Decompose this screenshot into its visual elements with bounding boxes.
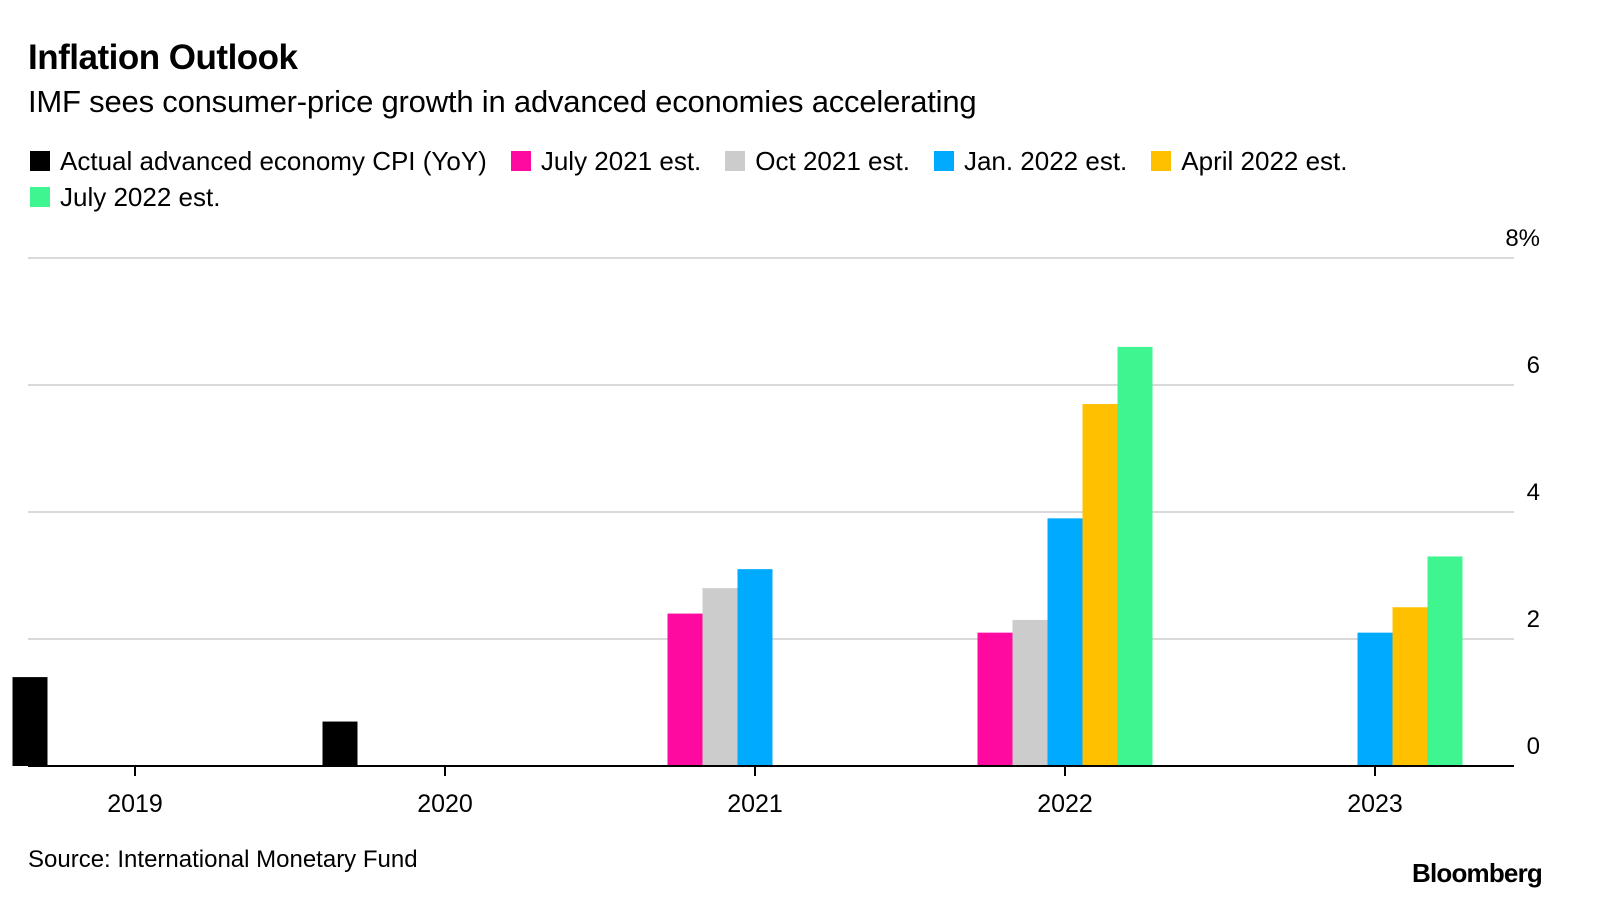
legend-label: July 2021 est.: [540, 145, 702, 176]
legend: Actual advanced economy CPI (YoY) July 20…: [30, 146, 1530, 212]
y-tick-label: 0: [1527, 733, 1540, 760]
x-tick-label: 2022: [1037, 790, 1093, 818]
bar-2019-actual-advanced-economy-cpi-yoy: [12, 677, 48, 766]
legend-label: July 2022 est.: [60, 181, 221, 212]
bar-2021-july-2021-est: [667, 613, 703, 766]
legend-swatch: [933, 151, 954, 171]
x-tick-label: 2023: [1347, 790, 1403, 818]
chart-title: Inflation Outlook: [28, 38, 298, 77]
x-tick-label: 2021: [727, 790, 783, 818]
bar-2022-july-2022-est: [1117, 346, 1153, 766]
legend-label: Jan. 2022 est.: [963, 145, 1128, 176]
x-tick-label: 2019: [107, 790, 163, 818]
legend-label: Actual advanced economy CPI (YoY): [60, 145, 487, 176]
legend-swatch: [30, 151, 50, 171]
bar-2021-oct-2021-est: [702, 588, 738, 766]
legend-label: April 2022 est.: [1181, 145, 1348, 176]
bar-2023-jan-2022-est: [1357, 632, 1393, 766]
bloomberg-logo: Bloomberg: [1411, 858, 1543, 888]
y-tick-label: 8%: [1505, 225, 1540, 252]
y-tick-label: 6: [1527, 352, 1540, 379]
bar-2022-jan-2022-est: [1047, 518, 1083, 766]
y-tick-label: 4: [1527, 479, 1540, 506]
bar-2022-april-2022-est: [1082, 404, 1118, 766]
bar-2020-actual-advanced-economy-cpi-yoy: [322, 721, 358, 766]
legend-label: Oct 2021 est.: [755, 145, 910, 176]
legend-item: Actual advanced economy CPI (YoY): [30, 146, 487, 176]
legend-swatch: [30, 187, 50, 207]
legend-item: July 2021 est.: [510, 145, 702, 176]
bar-2022-oct-2021-est: [1012, 619, 1048, 766]
y-tick-label: 2: [1527, 606, 1540, 633]
legend-swatch: [1151, 151, 1172, 171]
x-tick-label: 2020: [417, 790, 473, 818]
legend-swatch: [725, 151, 746, 171]
source-note: Source: International Monetary Fund: [28, 846, 418, 873]
bar-2023-july-2022-est: [1427, 556, 1463, 766]
legend-item: July 2022 est.: [30, 182, 220, 212]
chart-subtitle: IMF sees consumer-price growth in advanc…: [28, 84, 977, 119]
legend-item: April 2022 est.: [1151, 145, 1348, 176]
bar-2022-july-2021-est: [977, 632, 1013, 766]
legend-swatch: [510, 151, 531, 171]
legend-item: Oct 2021 est.: [725, 146, 910, 176]
bar-2021-jan-2022-est: [737, 569, 773, 766]
bar-2023-april-2022-est: [1392, 607, 1428, 766]
legend-item: Jan. 2022 est.: [933, 145, 1128, 176]
